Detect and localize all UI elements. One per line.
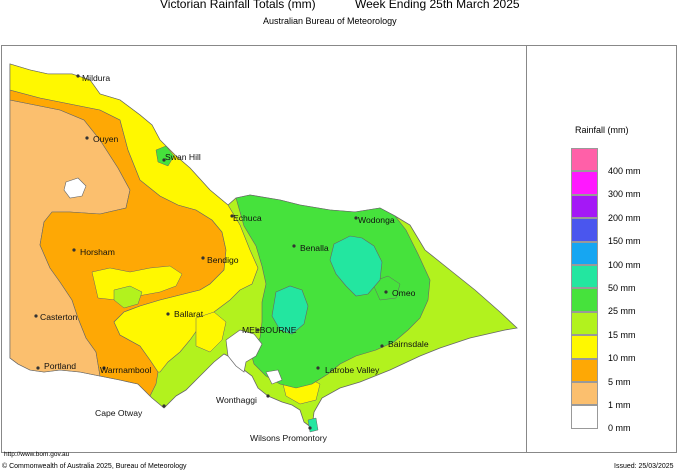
legend-label: 200 mm — [608, 212, 641, 223]
town-markers — [34, 74, 388, 430]
region-25mm-east — [371, 275, 401, 301]
legend-label: 25 mm — [608, 306, 636, 317]
legend-swatch — [571, 194, 598, 219]
legend-swatch — [571, 311, 598, 336]
footer-issued: Issued: 25/03/2025 — [614, 463, 674, 470]
legend-divider — [526, 45, 527, 453]
legend-swatch — [571, 241, 598, 265]
town-label-omeo: Omeo — [392, 288, 416, 298]
town-label-latrobe-valley: Latrobe Valley — [325, 365, 380, 375]
footer-copyright: © Commonwealth of Australia 2025, Bureau… — [2, 463, 187, 470]
town-label-benalla: Benalla — [300, 243, 329, 253]
legend-label: 0 mm — [608, 423, 631, 434]
town-label-horsham: Horsham — [80, 247, 115, 257]
legend-swatch — [571, 358, 598, 382]
legend-swatch — [571, 148, 598, 172]
town-label-wilsons-promontory: Wilsons Promontory — [250, 433, 328, 443]
town-label-portland: Portland — [44, 361, 76, 371]
legend-label: 100 mm — [608, 259, 641, 270]
legend-label: 150 mm — [608, 236, 641, 247]
port-phillip-bay — [225, 329, 263, 373]
legend-swatch — [571, 265, 598, 289]
town-label-bendigo: Bendigo — [207, 255, 239, 265]
legend-swatch — [571, 382, 598, 406]
legend-label: 10 mm — [608, 353, 636, 364]
legend-swatch — [571, 218, 598, 242]
legend-label: 15 mm — [608, 329, 636, 340]
legend-label: 5 mm — [608, 376, 631, 387]
legend-swatch — [571, 171, 598, 195]
town-label-ouyen: Ouyen — [93, 134, 119, 144]
map-period: Week Ending 25th March 2025 — [355, 0, 520, 11]
legend-label: 300 mm — [608, 189, 641, 200]
town-label-wodonga: Wodonga — [358, 215, 395, 225]
town-label-bairnsdale: Bairnsdale — [388, 339, 429, 349]
town-label-cape-otway: Cape Otway — [95, 408, 143, 418]
region-50mm-alpine — [329, 235, 383, 297]
legend-swatch — [571, 335, 598, 359]
town-label-ballarat: Ballarat — [174, 309, 204, 319]
town-label-swan-hill: Swan Hill — [165, 152, 201, 162]
legend-swatch — [571, 288, 598, 312]
region-10mm-coast — [195, 311, 227, 353]
region-10mm-north — [9, 63, 259, 373]
legend-label: 50 mm — [608, 283, 636, 293]
town-label-wonthaggi: Wonthaggi — [216, 395, 257, 405]
legend-swatch — [571, 405, 598, 429]
map-frame — [1, 45, 677, 453]
town-label-mildura: Mildura — [82, 73, 110, 83]
western-port — [265, 369, 283, 385]
map-title: Victorian Rainfall Totals (mm) — [160, 0, 316, 11]
legend-label: 1 mm — [608, 400, 631, 410]
region-15mm-blob-west — [113, 285, 143, 309]
legend-title: Rainfall (mm) — [575, 125, 629, 135]
header: Victorian Rainfall Totals (mm) Week Endi… — [0, 0, 680, 44]
town-label-warrnambool: Warrnambool — [100, 365, 151, 375]
legend-label: 400 mm — [608, 166, 641, 176]
lake-white — [63, 177, 87, 199]
region-50mm-prom — [307, 417, 319, 433]
town-label-casterton: Casterton — [40, 312, 77, 322]
footer-url: http://www.bom.gov.au — [4, 451, 70, 458]
map-agency: Australian Bureau of Meteorology — [263, 16, 397, 26]
town-label-melbourne: MELBOURNE — [242, 325, 297, 335]
region-50mm-central — [271, 285, 309, 335]
rainfall-map: Mildura Ouyen Swan Hill Echuca Wodonga H… — [9, 63, 518, 443]
town-label-echuca: Echuca — [233, 213, 262, 223]
region-25mm-northeast — [235, 194, 431, 389]
region-25mm-north — [155, 145, 175, 167]
